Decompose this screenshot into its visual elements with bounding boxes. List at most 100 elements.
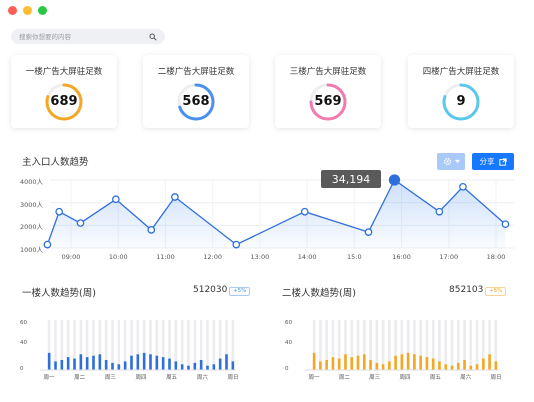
search-input[interactable]: [19, 32, 147, 41]
bar[interactable]: [168, 358, 171, 370]
maximize-dot[interactable]: [38, 6, 47, 15]
bar[interactable]: [161, 357, 165, 370]
bar[interactable]: [212, 364, 216, 370]
minimize-dot[interactable]: [23, 6, 32, 15]
bar[interactable]: [394, 355, 397, 370]
bar-background: [174, 320, 178, 370]
bar-background: [356, 320, 360, 370]
bar[interactable]: [85, 357, 89, 370]
bar[interactable]: [438, 361, 441, 370]
x-axis-label: 周五: [166, 375, 178, 381]
bar[interactable]: [130, 355, 133, 370]
data-point[interactable]: [501, 220, 510, 229]
bar[interactable]: [47, 352, 51, 370]
data-point[interactable]: [364, 228, 373, 236]
x-axis-label: 周一: [43, 375, 55, 381]
bar[interactable]: [356, 355, 360, 370]
y-axis-label: 0: [20, 366, 24, 372]
bar-background: [438, 320, 441, 370]
bar[interactable]: [482, 358, 485, 370]
bar[interactable]: [494, 361, 498, 370]
bar[interactable]: [54, 361, 57, 370]
bar[interactable]: [199, 360, 203, 370]
data-point[interactable]: [171, 193, 179, 201]
bar[interactable]: [488, 354, 491, 370]
bar[interactable]: [149, 354, 152, 370]
bar[interactable]: [98, 354, 102, 370]
bar[interactable]: [456, 362, 460, 370]
data-point[interactable]: [435, 207, 444, 216]
bar[interactable]: [475, 364, 479, 370]
bar[interactable]: [117, 364, 121, 370]
bar[interactable]: [425, 357, 429, 370]
bar[interactable]: [469, 365, 473, 370]
bar[interactable]: [400, 354, 404, 370]
bar-background: [431, 320, 435, 370]
bar[interactable]: [344, 354, 347, 370]
card-title: 二楼广告大屏驻足数: [157, 67, 235, 77]
settings-button[interactable]: [437, 153, 465, 170]
data-point[interactable]: [43, 240, 52, 249]
bar[interactable]: [174, 361, 178, 370]
data-point[interactable]: [147, 226, 156, 234]
search-icon[interactable]: [149, 32, 157, 41]
bar[interactable]: [319, 361, 322, 370]
bar-background: [206, 320, 209, 370]
bar[interactable]: [331, 357, 335, 370]
bar[interactable]: [450, 365, 454, 370]
bar[interactable]: [362, 354, 366, 370]
data-point[interactable]: [232, 240, 241, 249]
floor2-weekly-bar-chart: [305, 320, 499, 371]
share-button[interactable]: 分享: [472, 153, 514, 170]
data-point[interactable]: [112, 195, 120, 204]
bar[interactable]: [104, 360, 108, 370]
bar[interactable]: [413, 354, 416, 370]
bar[interactable]: [337, 358, 341, 370]
x-axis-label: 周一: [308, 375, 320, 381]
bar[interactable]: [180, 364, 184, 370]
data-point[interactable]: [459, 182, 467, 191]
bar[interactable]: [325, 360, 328, 370]
x-axis-label: 14:00: [297, 253, 317, 261]
bar[interactable]: [193, 362, 197, 370]
bar[interactable]: [218, 358, 222, 370]
bar[interactable]: [406, 352, 410, 370]
bar[interactable]: [79, 354, 83, 370]
bar[interactable]: [431, 358, 435, 370]
bar[interactable]: [123, 361, 127, 370]
bar[interactable]: [206, 365, 209, 370]
bar-background: [98, 320, 102, 370]
bar[interactable]: [388, 361, 391, 370]
bar[interactable]: [350, 357, 354, 370]
bar[interactable]: [92, 355, 95, 370]
data-point[interactable]: [76, 219, 85, 227]
data-point[interactable]: [300, 207, 309, 216]
bar[interactable]: [369, 360, 372, 370]
progress-ring: [177, 83, 215, 121]
bar[interactable]: [155, 355, 159, 370]
bar[interactable]: [312, 352, 316, 370]
bar[interactable]: [444, 364, 448, 370]
bar-background: [123, 320, 127, 370]
bar[interactable]: [142, 352, 146, 370]
bar[interactable]: [225, 354, 228, 370]
bar[interactable]: [381, 364, 385, 370]
bar[interactable]: [60, 360, 64, 370]
bar[interactable]: [73, 358, 76, 370]
bar[interactable]: [375, 362, 379, 370]
x-axis-label: 17:00: [439, 253, 459, 261]
bar[interactable]: [111, 362, 114, 370]
data-point[interactable]: [55, 207, 64, 216]
bar[interactable]: [419, 355, 422, 370]
close-dot[interactable]: [8, 6, 17, 15]
floor1-weekly-title: 一楼人数趋势(周): [22, 288, 96, 299]
ring-progress: [177, 83, 215, 121]
bar[interactable]: [231, 361, 235, 370]
peak-point[interactable]: [388, 174, 401, 186]
bar[interactable]: [463, 360, 466, 370]
x-axis-label: 11:00: [156, 253, 175, 261]
bar[interactable]: [187, 365, 190, 370]
x-axis-label: 18:00: [486, 253, 506, 261]
bar[interactable]: [66, 357, 70, 370]
bar[interactable]: [136, 354, 140, 370]
